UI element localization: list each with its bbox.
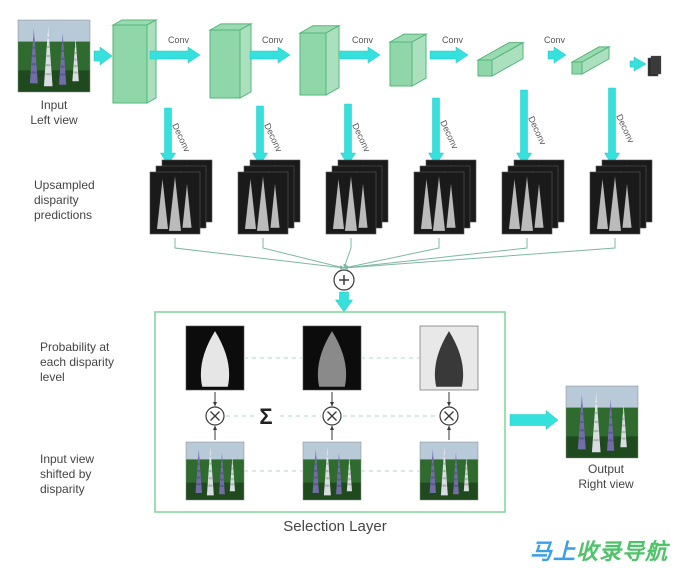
conv-block (113, 20, 156, 103)
sum-line (344, 238, 527, 268)
shifted-label: Input viewshifted bydisparity (40, 452, 150, 497)
deconv-label: Deconv (262, 122, 284, 154)
deconv-label: Deconv (170, 122, 192, 154)
conv-block (478, 43, 523, 76)
probability-label: Probability ateach disparitylevel (40, 340, 150, 385)
watermark: 马上收录导航 (530, 534, 668, 566)
cyan-arrow (517, 90, 532, 165)
deconv-label: Deconv (614, 113, 636, 145)
disparity-map (502, 172, 552, 234)
cyan-arrow (630, 57, 646, 71)
cyan-arrow (341, 104, 356, 165)
conv-block (572, 47, 609, 74)
conv-label: Conv (262, 35, 284, 45)
conv-block (210, 24, 251, 98)
feature-tiny (651, 56, 661, 74)
upsampled-label: Upsampleddisparitypredictions (34, 178, 134, 223)
cyan-arrow (253, 106, 268, 165)
flower-image (303, 442, 361, 500)
conv-label: Conv (544, 35, 566, 45)
cyan-arrow (548, 47, 566, 63)
deconv-label: Deconv (438, 119, 460, 151)
sigma-symbol: Σ (259, 404, 272, 429)
flower-image (566, 386, 638, 458)
sum-line (344, 238, 351, 268)
deconv-label: Deconv (350, 122, 372, 154)
input-label: InputLeft view (12, 98, 96, 128)
flower-image (18, 20, 90, 92)
cyan-arrow (250, 47, 290, 63)
cyan-arrow (605, 88, 620, 165)
cyan-arrow (510, 411, 558, 430)
flower-image (186, 442, 244, 500)
disparity-map (326, 172, 376, 234)
deconv-label: Deconv (526, 115, 548, 147)
cyan-arrow (336, 292, 353, 312)
disparity-map (414, 172, 464, 234)
probability-map (420, 326, 478, 390)
cyan-arrow (429, 98, 444, 165)
disparity-map (238, 172, 288, 234)
flower-image (420, 442, 478, 500)
selection-label: Selection Layer (260, 518, 410, 537)
watermark-part1: 马上 (530, 539, 576, 564)
conv-label: Conv (168, 35, 190, 45)
cyan-arrow (340, 47, 380, 63)
cyan-arrow (161, 108, 176, 165)
watermark-part2: 收录导航 (576, 539, 668, 564)
disparity-map (590, 172, 640, 234)
probability-map (186, 326, 244, 390)
cyan-arrow (150, 47, 200, 63)
cyan-arrow (94, 47, 112, 65)
probability-map (303, 326, 361, 390)
disparity-map (150, 172, 200, 234)
sum-line (344, 238, 439, 268)
output-label: OutputRight view (566, 462, 646, 492)
conv-label: Conv (442, 35, 464, 45)
conv-block (300, 26, 339, 95)
conv-label: Conv (352, 35, 374, 45)
cyan-arrow (430, 47, 468, 63)
sum-line (175, 238, 344, 268)
conv-block (390, 34, 426, 86)
